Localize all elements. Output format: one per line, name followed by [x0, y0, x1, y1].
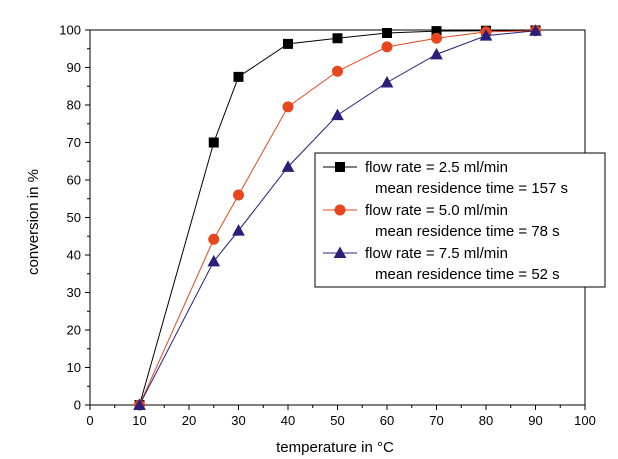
data-point [529, 24, 542, 36]
legend-item-3: flow rate = 7.5 ml/min mean residence tim… [323, 245, 560, 283]
data-point [331, 108, 344, 121]
data-point [207, 254, 221, 267]
legend-marker [334, 204, 346, 216]
legend-sublabel: mean residence time = 52 s [375, 266, 560, 283]
x-tick-label: 40 [281, 413, 295, 428]
x-tick-label: 100 [574, 413, 596, 428]
legend-sublabel: mean residence time = 157 s [375, 180, 568, 197]
data-point [380, 75, 394, 88]
series-2 [134, 25, 541, 411]
data-point [382, 28, 392, 38]
x-tick-label: 50 [330, 413, 344, 428]
legend-label: flow rate = 2.5 ml/min [365, 159, 508, 176]
x-tick-label: 70 [429, 413, 443, 428]
data-point [431, 32, 442, 44]
y-axis-label: conversion in % [25, 169, 42, 275]
legend-item-2: flow rate = 5.0 ml/min mean residence tim… [323, 202, 560, 240]
x-tick-label: 0 [86, 413, 93, 428]
x-tick-label: 60 [380, 413, 394, 428]
data-point [283, 38, 293, 49]
x-tick-label: 10 [132, 413, 146, 428]
y-tick-label: 70 [67, 135, 81, 150]
x-tick-label: 90 [528, 413, 542, 428]
legend-marker [333, 246, 347, 258]
x-tick-label: 30 [231, 413, 245, 428]
y-tick-label: 40 [67, 248, 81, 263]
legend-item-1: flow rate = 2.5 ml/min mean residence tim… [323, 159, 568, 197]
data-point [282, 101, 294, 113]
y-tick-label: 0 [74, 398, 81, 413]
legend-marker [335, 162, 345, 172]
data-point [332, 33, 343, 44]
data-point [332, 65, 343, 77]
y-tick-label: 10 [67, 360, 81, 375]
y-tick-label: 80 [67, 98, 81, 113]
legend-box [314, 152, 606, 288]
y-tick-label: 100 [59, 23, 81, 38]
y-tick-label: 30 [67, 285, 81, 300]
legend-label: flow rate = 5.0 ml/min [365, 202, 508, 219]
x-axis-label: temperature in °C [276, 439, 394, 456]
x-tick-label: 80 [479, 413, 493, 428]
x-tick-label: 20 [182, 413, 196, 428]
data-point [133, 398, 146, 410]
data-point [430, 47, 443, 60]
legend-sublabel: mean residence time = 78 s [375, 223, 560, 240]
y-tick-label: 50 [67, 210, 81, 225]
data-point [381, 41, 393, 53]
data-point [281, 160, 295, 172]
data-point [232, 224, 245, 236]
data-point [233, 189, 244, 201]
legend-label: flow rate = 7.5 ml/min [365, 245, 508, 262]
y-tick-label: 60 [67, 173, 81, 188]
series-3 [133, 24, 542, 410]
data-point [208, 137, 219, 148]
data-point [479, 29, 493, 41]
data-point [208, 233, 220, 245]
data-point [233, 71, 244, 82]
y-tick-label: 20 [67, 323, 81, 338]
y-tick-label: 90 [67, 60, 81, 75]
